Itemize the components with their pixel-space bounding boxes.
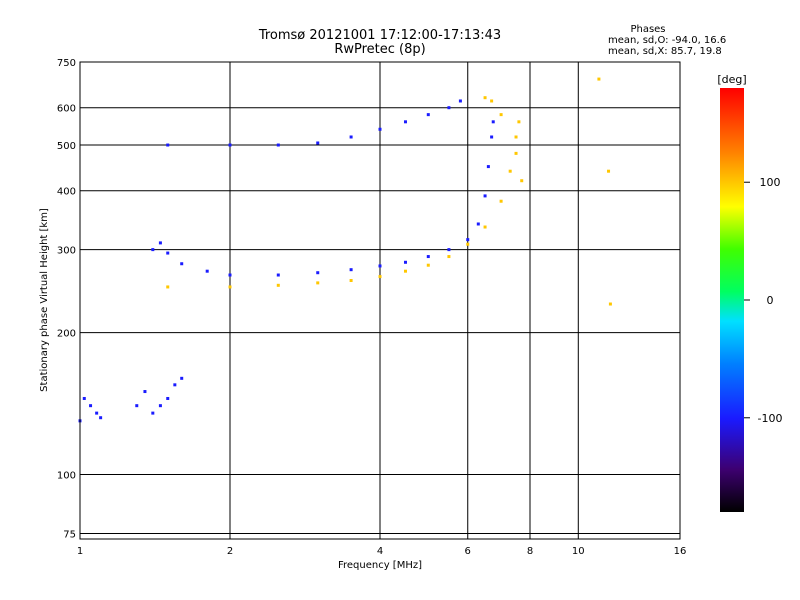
data-point [426,255,430,259]
data-point [158,404,162,408]
data-point [447,248,451,252]
y-tick-label: 200 [57,329,76,340]
colorbar-tick-label: 100 [760,176,781,189]
data-point [228,143,232,147]
data-point [458,99,462,103]
colorbar-ticks: -100 0 100 [744,176,782,425]
x-axis-label: Frequency [MHz] [338,560,422,571]
stats-x-line: mean, sd,X: 85.7, 19.8 [608,46,722,57]
chart-subtitle: RwPretec (8p) [334,42,425,57]
data-point [135,404,139,408]
colorbar-label: [deg] [717,73,746,86]
data-point [276,283,280,287]
data-point [597,77,601,81]
colorbar-tick-label: -100 [758,412,783,425]
data-point [514,135,518,139]
data-point [378,275,382,279]
colorbar-tick-label: 0 [767,294,774,307]
data-point [378,264,382,268]
data-point [99,416,103,420]
data-point [349,268,353,272]
data-point [426,113,430,117]
data-point [158,241,162,245]
y-tick-label: 500 [57,141,76,152]
data-point [483,225,487,229]
data-point [151,248,155,252]
x-tick-labels: 1 2 4 6 8 10 16 [77,546,687,557]
y-axis-label: Stationary phase Virtual Height [km] [39,208,50,392]
data-point [95,411,99,415]
y-tick-labels: 75 100 200 300 400 500 600 750 [57,58,76,540]
x-tick-label: 2 [227,546,233,557]
data-point [166,396,170,400]
stats-title: Phases [630,24,665,35]
data-point [82,396,86,400]
data-point [490,135,494,139]
data-point [520,179,524,183]
y-tick-label: 100 [57,471,76,482]
data-point [499,199,503,203]
data-point [89,404,93,408]
data-point [205,269,209,273]
data-point [166,251,170,255]
data-point [166,285,170,289]
y-tick-label: 300 [57,246,76,257]
y-tick-label: 400 [57,187,76,198]
data-point [508,169,512,173]
colorbar [720,88,744,512]
y-tick-label: 600 [57,104,76,115]
data-point [447,255,451,259]
data-point [228,273,232,277]
data-point [491,120,495,124]
plot-frame [79,61,681,540]
data-point [483,96,487,100]
data-point [403,260,407,264]
data-point [476,222,480,226]
data-point [608,302,612,306]
x-tick-label: 6 [465,546,471,557]
data-point [276,273,280,277]
data-point [316,141,320,145]
chart-title: Tromsø 20121001 17:12:00-17:13:43 [258,28,501,43]
data-point [316,281,320,285]
data-point [486,165,490,169]
data-point [378,127,382,131]
data-point [466,238,470,242]
data-point [166,143,170,147]
data-point [514,151,518,155]
data-point [180,376,184,380]
data-point [403,120,407,124]
data-point [143,390,147,394]
y-tick-label: 750 [57,58,76,69]
x-tick-label: 16 [674,546,687,557]
data-point [483,194,487,198]
data-point [180,262,184,266]
x-tick-label: 8 [527,546,533,557]
data-point [517,120,521,124]
data-point [349,278,353,282]
data-point [151,411,155,415]
data-point [426,263,430,267]
x-tick-label: 4 [377,546,383,557]
data-point [499,113,503,117]
grid-layer [80,62,680,539]
data-point [349,135,353,139]
data-point [466,242,470,246]
x-tick-label: 1 [77,546,83,557]
data-point [276,143,280,147]
data-point [447,106,451,110]
data-point [228,285,232,289]
y-tick-label: 75 [63,529,76,540]
data-point [316,271,320,275]
data-point [490,99,494,103]
data-point [403,269,407,273]
data-point [607,169,611,173]
data-point [173,383,177,387]
x-tick-label: 10 [572,546,585,557]
points-layer [78,77,612,423]
stats-o-line: mean, sd,O: -94.0, 16.6 [608,35,726,46]
